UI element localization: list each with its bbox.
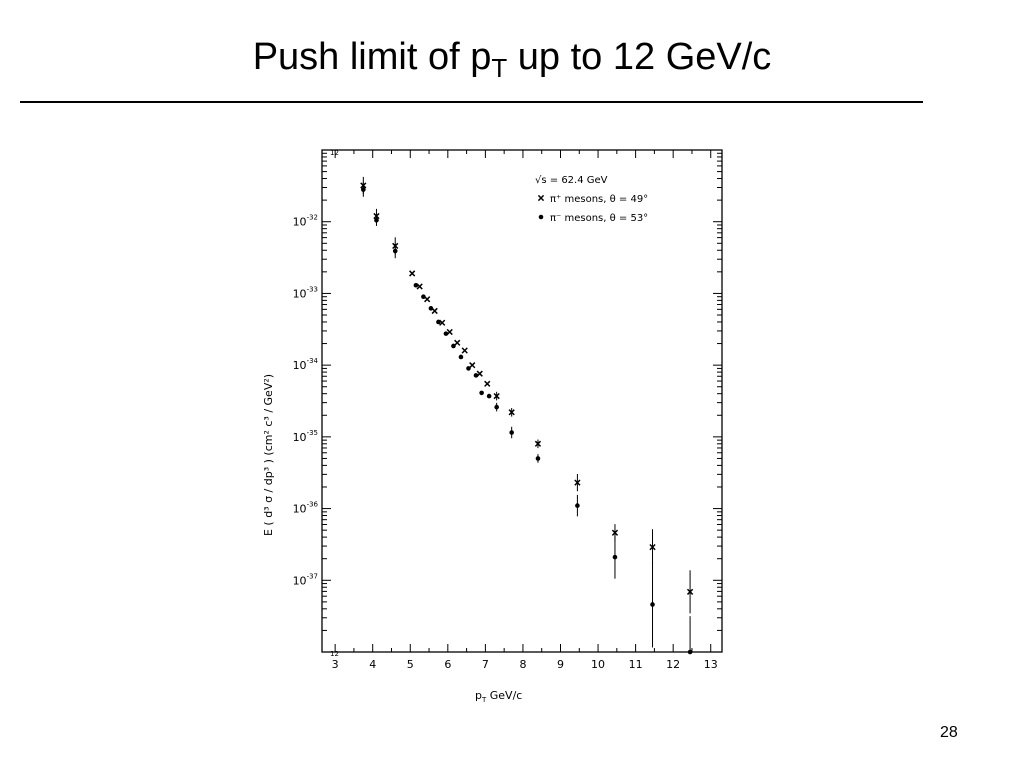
- data-point-pi-minus: [650, 602, 655, 607]
- data-point-pi-plus: [686, 588, 694, 595]
- data-point-pi-minus: [479, 390, 484, 396]
- x-tick-label: 4: [369, 658, 376, 671]
- data-point-pi-minus: [443, 331, 449, 336]
- data-point-pi-minus: [575, 503, 580, 508]
- cross-stroke: [508, 409, 515, 416]
- x-tick-label: 13: [704, 658, 718, 671]
- data-point-pi-minus: [535, 456, 541, 461]
- legend-cross-marker: [537, 194, 545, 202]
- y-tick-label: 10-33: [293, 285, 318, 300]
- x-tick-label: 3: [332, 658, 339, 671]
- x-tick-label: 12: [666, 658, 680, 671]
- x-tick-label: 8: [519, 658, 526, 671]
- data-point-pi-plus: [454, 339, 461, 346]
- cross-stroke: [574, 479, 581, 486]
- legend-symbol-pi-plus: [537, 194, 545, 202]
- cross-stroke: [469, 362, 476, 369]
- cross-stroke: [461, 347, 468, 354]
- legend-sqrt-s: √s = 62.4 GeV: [535, 175, 608, 186]
- cross-stroke: [431, 307, 438, 315]
- x-tick-label: 7: [482, 658, 489, 671]
- y-tick-label: 10-37: [293, 572, 318, 587]
- corner-label-top: 12: [330, 149, 339, 157]
- cross-stroke: [454, 339, 461, 346]
- data-point-pi-minus: [413, 282, 419, 288]
- data-point-pi-minus: [486, 393, 492, 399]
- plot-frame: [321, 149, 723, 653]
- data-point-pi-minus: [494, 404, 499, 410]
- data-point-pi-minus: [473, 373, 479, 378]
- data-point-pi-plus: [469, 362, 476, 369]
- data-point-pi-minus: [421, 294, 426, 300]
- data-point-pi-plus: [484, 380, 491, 387]
- data-point-pi-plus: [649, 543, 656, 551]
- data-point-pi-plus: [409, 270, 416, 277]
- data-point-pi-plus: [611, 529, 619, 536]
- data-point-pi-minus: [612, 554, 618, 560]
- title-divider: [20, 101, 923, 103]
- legend-entry-pi-minus: π⁻ mesons, θ = 53°: [550, 213, 648, 224]
- data-point-pi-minus: [428, 306, 434, 311]
- x-tick-label: 9: [557, 658, 564, 671]
- x-axis-label: pT GeV/c: [475, 689, 522, 704]
- data-point-pi-minus: [687, 649, 693, 655]
- cross-stroke: [649, 543, 656, 551]
- slide-title-rest: up to 12 GeV/c: [507, 36, 772, 78]
- cross-stroke: [611, 529, 619, 536]
- y-tick-label: 10-34: [293, 357, 319, 372]
- legend: √s = 62.4 GeV π⁺ mesons, θ = 49° π⁻ meso…: [535, 175, 648, 224]
- x-tick-label: 6: [444, 658, 451, 671]
- cross-stroke: [537, 194, 545, 202]
- data-points: [360, 176, 694, 655]
- y-tick-label: 10-36: [293, 501, 319, 516]
- cross-stroke: [493, 392, 500, 400]
- legend-dot-marker: [538, 214, 544, 220]
- data-point-pi-plus: [534, 440, 542, 447]
- cross-stroke: [439, 319, 446, 326]
- x-tick-label: 11: [629, 658, 643, 671]
- data-point-pi-minus: [436, 319, 441, 325]
- data-point-pi-plus: [508, 409, 515, 416]
- data-point-pi-minus: [392, 248, 398, 254]
- cross-stroke: [424, 296, 431, 303]
- slide-title: Push limit of pT up to 12 GeV/c: [0, 36, 1024, 84]
- plot-border: [321, 149, 723, 653]
- data-point-pi-minus: [451, 343, 456, 349]
- slide-number: 28: [940, 724, 958, 741]
- y-tick-label: 10-32: [293, 214, 318, 229]
- slide-title-main: Push limit of p: [252, 36, 492, 78]
- data-point-pi-plus: [574, 479, 581, 486]
- y-axis-label: E ( d³ σ / dp³ ) (cm² c³ / GeV²): [262, 374, 275, 536]
- corner-label-bottom: 12: [330, 650, 339, 658]
- data-point-pi-minus: [374, 217, 379, 223]
- data-point-pi-minus: [509, 430, 514, 435]
- legend-entry-pi-plus: π⁺ mesons, θ = 49°: [550, 194, 648, 205]
- data-point-pi-minus: [458, 354, 464, 360]
- cross-stroke: [686, 588, 694, 595]
- axis-ticks: 3 4 5 6 7 8 9 10 11 12 13 10-32 10-33 10-34 10-35 10-36…: [293, 150, 722, 671]
- x-tick-label: 10: [591, 658, 605, 671]
- legend-symbol-pi-minus: [538, 214, 544, 220]
- data-point-pi-minus: [361, 187, 366, 192]
- slide-title-subscript: T: [491, 53, 508, 83]
- data-point-pi-minus: [466, 366, 471, 371]
- cross-stroke: [409, 270, 416, 277]
- x-tick-label: 5: [407, 658, 414, 671]
- data-point-pi-plus: [493, 392, 500, 400]
- cross-stroke: [484, 380, 491, 387]
- cross-section-plot: 3 4 5 6 7 8 9 10 11 12 13 10-32 10-33 10-34 10-35 10-36…: [262, 149, 723, 704]
- data-point-pi-plus: [461, 347, 468, 354]
- cross-stroke: [416, 283, 423, 290]
- y-tick-label: 10-35: [293, 429, 318, 444]
- cross-stroke: [534, 440, 542, 447]
